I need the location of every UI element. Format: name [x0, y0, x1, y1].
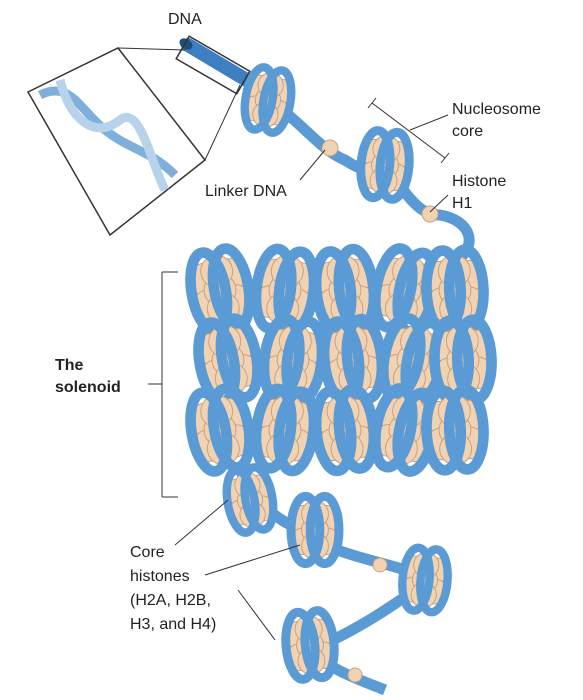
nucleosome — [356, 126, 414, 204]
dna-wrap — [258, 313, 305, 404]
h1-label: Histone — [452, 173, 506, 190]
dna-wrap — [421, 385, 467, 476]
pointer — [174, 499, 229, 546]
nucleosome — [429, 314, 497, 406]
nucleosome-label: Nucleosome — [452, 101, 541, 118]
dna-wrap — [310, 246, 357, 337]
nucleosome-label: core — [452, 123, 483, 140]
nucleosome — [240, 63, 296, 137]
dna-wrap — [286, 491, 325, 569]
linker-bead — [372, 557, 388, 573]
histone-h1 — [421, 205, 439, 223]
dna-wrap — [370, 243, 418, 333]
inset-selection — [175, 35, 251, 95]
linker-label: Linker DNA — [205, 183, 287, 200]
bracket-tick — [367, 97, 377, 109]
pointer — [204, 544, 301, 576]
dna-wrap — [185, 387, 233, 477]
dna-wrap — [222, 466, 260, 537]
dna-wrap — [300, 606, 339, 683]
dna-wrap — [370, 383, 418, 473]
nucleosome — [318, 313, 388, 407]
linker-bead — [347, 667, 363, 683]
dna-wrap — [416, 545, 452, 617]
core-histones-label: (H2A, H2B, — [130, 592, 211, 609]
dna-wrap — [207, 243, 255, 333]
dna-wrap — [356, 126, 395, 203]
pointer — [299, 149, 326, 181]
nucleosome — [222, 463, 278, 537]
inset-connector — [204, 84, 241, 161]
helix-strand — [55, 78, 170, 193]
dna-wrap — [305, 491, 344, 569]
inset-connector — [117, 47, 186, 51]
nucleosome — [250, 383, 320, 477]
h1-label: H1 — [452, 195, 473, 212]
dna-wrap — [250, 383, 297, 474]
dna-wrap — [281, 607, 320, 684]
nucleosome-bracket — [371, 102, 446, 159]
solenoid-label: solenoid — [55, 379, 121, 396]
dna-wrap — [215, 313, 263, 403]
dna-wrap — [240, 463, 278, 534]
nucleosome — [286, 491, 344, 569]
nucleosome — [310, 383, 380, 477]
nucleosome — [185, 383, 255, 477]
labels: DNA Nucleosome core Linker DNA Histone H… — [55, 11, 541, 641]
pointer — [429, 194, 449, 213]
dna-tube — [181, 38, 257, 89]
pointer — [237, 589, 276, 641]
core-histones-label: histones — [130, 568, 190, 585]
core-histones-label: Core — [130, 544, 165, 561]
inset — [26, 35, 251, 237]
dna-wrap — [310, 386, 357, 477]
nucleosome — [281, 606, 339, 684]
dna-label: DNA — [168, 11, 202, 28]
nucleosome — [421, 384, 489, 476]
linker-bead — [321, 139, 339, 157]
nucleosome — [421, 244, 489, 336]
dna-wrap — [240, 63, 278, 134]
nucleosome — [398, 543, 452, 617]
nucleosomes — [185, 63, 497, 684]
bracket-tick — [440, 152, 450, 164]
pointer — [409, 114, 449, 131]
dna-wrap — [398, 543, 434, 615]
dna-wrap — [443, 384, 489, 475]
core-histones-label: H3, and H4) — [130, 616, 216, 633]
solenoid-label: The — [55, 357, 84, 374]
nucleosome — [193, 313, 263, 407]
nucleosome — [370, 383, 440, 477]
dna-wrap — [258, 66, 296, 137]
